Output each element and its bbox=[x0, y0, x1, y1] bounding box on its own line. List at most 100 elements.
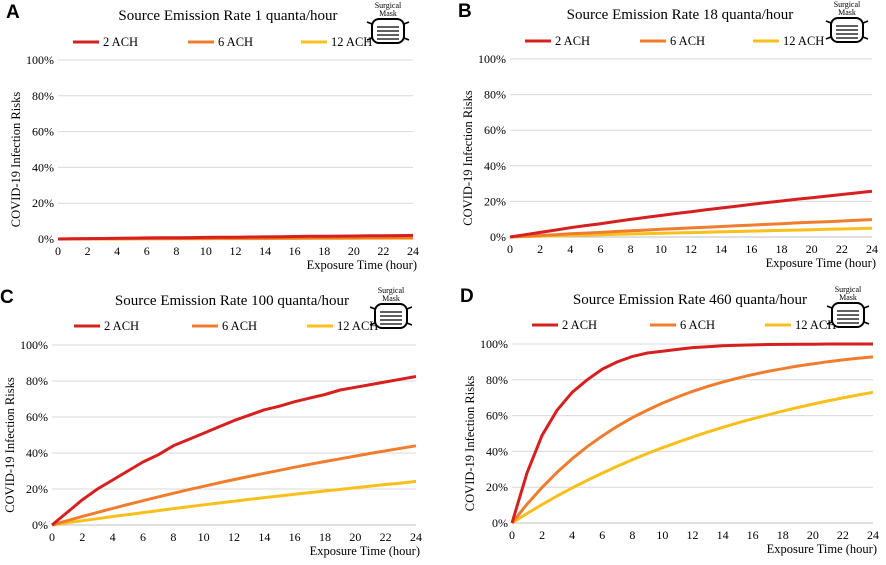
y-tick-label: 40% bbox=[32, 160, 54, 174]
y-axis-label: COVID-19 Infection Risks bbox=[463, 376, 477, 512]
mask-label: Mask bbox=[379, 9, 397, 18]
x-tick-label: 22 bbox=[377, 244, 389, 258]
mask-label: Surgical bbox=[378, 286, 405, 295]
y-tick-label: 40% bbox=[486, 444, 508, 458]
x-tick-label: 22 bbox=[380, 530, 392, 544]
x-tick-label: 10 bbox=[656, 528, 668, 542]
x-tick-label: 12 bbox=[685, 242, 697, 256]
y-tick-label: 20% bbox=[486, 480, 508, 494]
y-tick-label: 20% bbox=[32, 196, 54, 210]
x-tick-label: 12 bbox=[230, 244, 242, 258]
x-tick-label: 12 bbox=[687, 528, 699, 542]
x-tick-label: 10 bbox=[655, 242, 667, 256]
panel-letter: A bbox=[6, 2, 20, 23]
x-tick-label: 6 bbox=[599, 528, 605, 542]
series-line-6-ach bbox=[510, 355, 874, 524]
legend-label: 2 ACH bbox=[104, 319, 139, 333]
mask-label: Mask bbox=[382, 294, 400, 303]
series-line-2-ach bbox=[509, 189, 873, 239]
y-tick-label: 0% bbox=[492, 516, 508, 530]
x-tick-label: 4 bbox=[110, 530, 116, 544]
x-tick-label: 4 bbox=[569, 528, 575, 542]
x-tick-label: 22 bbox=[836, 242, 848, 256]
x-tick-label: 18 bbox=[318, 244, 330, 258]
x-tick-label: 12 bbox=[228, 530, 240, 544]
x-tick-label: 24 bbox=[866, 242, 878, 256]
y-tick-label: 20% bbox=[26, 482, 48, 496]
legend-label: 12 ACH bbox=[783, 34, 824, 48]
y-axis-label: COVID-19 Infection Risks bbox=[9, 92, 23, 228]
series-line-2-ach bbox=[51, 375, 417, 527]
x-tick-label: 20 bbox=[349, 530, 361, 544]
x-axis-label: Exposure Time (hour) bbox=[767, 542, 877, 556]
legend-label: 6 ACH bbox=[670, 34, 705, 48]
y-tick-label: 40% bbox=[484, 159, 506, 173]
series-line-2-ach bbox=[510, 342, 873, 524]
panel-letter: C bbox=[0, 287, 14, 308]
x-axis-label: Exposure Time (hour) bbox=[766, 256, 876, 270]
y-tick-label: 100% bbox=[478, 52, 506, 66]
x-tick-label: 6 bbox=[140, 530, 146, 544]
y-tick-label: 80% bbox=[486, 373, 508, 387]
y-tick-label: 20% bbox=[484, 194, 506, 208]
y-tick-label: 100% bbox=[26, 53, 54, 67]
x-tick-label: 8 bbox=[628, 242, 634, 256]
x-tick-label: 14 bbox=[259, 244, 271, 258]
y-axis-label: COVID-19 Infection Risks bbox=[461, 90, 475, 226]
chart-title: Source Emission Rate 100 quanta/hour bbox=[115, 293, 349, 309]
legend-label: 2 ACH bbox=[103, 35, 138, 49]
x-tick-label: 8 bbox=[170, 530, 176, 544]
chart-title: Source Emission Rate 460 quanta/hour bbox=[573, 292, 807, 308]
x-tick-label: 6 bbox=[144, 244, 150, 258]
y-tick-label: 60% bbox=[32, 125, 54, 139]
mask-label: Surgical bbox=[835, 285, 862, 294]
panel-c: C Source Emission Rate 100 quanta/hour 2 A… bbox=[0, 286, 422, 558]
mask-label: Mask bbox=[838, 8, 856, 17]
y-tick-label: 0% bbox=[32, 518, 48, 532]
series-line-2-ach bbox=[57, 233, 414, 241]
x-tick-label: 24 bbox=[867, 528, 879, 542]
legend-label: 6 ACH bbox=[222, 319, 257, 333]
x-tick-label: 20 bbox=[807, 528, 819, 542]
series-line-12-ach bbox=[509, 226, 873, 239]
y-tick-label: 0% bbox=[490, 230, 506, 244]
x-tick-label: 14 bbox=[715, 242, 727, 256]
panel-a: A Source Emission Rate 1 quanta/hour 2 ACH… bbox=[6, 1, 419, 272]
y-tick-label: 100% bbox=[480, 337, 508, 351]
x-tick-label: 18 bbox=[776, 242, 788, 256]
x-tick-label: 8 bbox=[173, 244, 179, 258]
y-tick-label: 80% bbox=[26, 374, 48, 388]
x-tick-label: 4 bbox=[567, 242, 573, 256]
y-tick-label: 60% bbox=[484, 123, 506, 137]
x-tick-label: 2 bbox=[539, 528, 545, 542]
x-tick-label: 0 bbox=[507, 242, 513, 256]
y-tick-label: 80% bbox=[484, 88, 506, 102]
mask-label: Surgical bbox=[375, 1, 402, 10]
chart-title: Source Emission Rate 1 quanta/hour bbox=[118, 8, 337, 24]
y-tick-label: 100% bbox=[20, 338, 48, 352]
x-tick-label: 16 bbox=[289, 530, 301, 544]
x-tick-label: 14 bbox=[258, 530, 270, 544]
mask-label: Surgical bbox=[834, 0, 861, 9]
series-line-12-ach bbox=[511, 390, 874, 525]
panel-letter: D bbox=[460, 286, 474, 307]
y-tick-label: 0% bbox=[38, 232, 54, 246]
y-tick-label: 60% bbox=[486, 409, 508, 423]
x-tick-label: 16 bbox=[747, 528, 759, 542]
x-tick-label: 4 bbox=[114, 244, 120, 258]
legend-label: 2 ACH bbox=[555, 34, 590, 48]
x-tick-label: 16 bbox=[289, 244, 301, 258]
mask-label: Mask bbox=[839, 293, 857, 302]
panel-letter: B bbox=[458, 1, 472, 22]
x-tick-label: 0 bbox=[49, 530, 55, 544]
series-line-12-ach bbox=[51, 479, 417, 527]
legend-label: 6 ACH bbox=[680, 318, 715, 332]
x-tick-label: 2 bbox=[79, 530, 85, 544]
x-tick-label: 2 bbox=[85, 244, 91, 258]
chart-title: Source Emission Rate 18 quanta/hour bbox=[567, 7, 794, 23]
x-tick-label: 0 bbox=[509, 528, 515, 542]
